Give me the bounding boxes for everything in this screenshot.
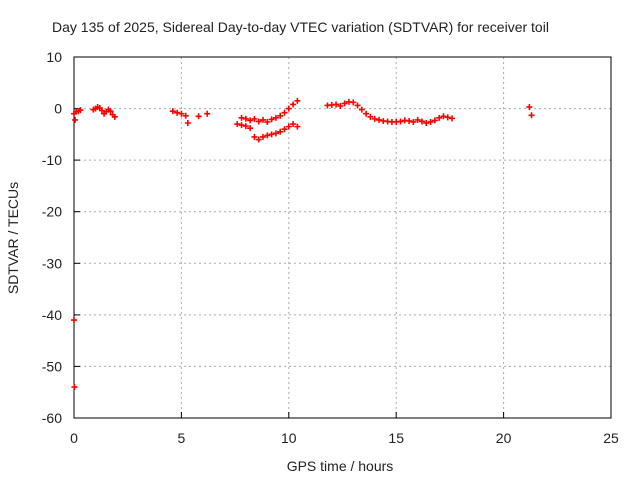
data-point — [431, 117, 438, 124]
x-tick-label-20: 20 — [496, 430, 512, 446]
y-tick-label-m10: -10 — [42, 152, 62, 168]
data-point — [285, 105, 292, 112]
data-point — [294, 123, 301, 130]
data-point — [255, 136, 262, 143]
plot-frame — [73, 56, 612, 419]
data-point — [255, 118, 262, 125]
x-tick-label-5: 5 — [178, 430, 186, 446]
data-point — [290, 121, 297, 128]
data-point — [277, 128, 284, 135]
data-point — [184, 120, 191, 127]
chart-title: Day 135 of 2025, Sidereal Day-to-day VTE… — [52, 19, 549, 35]
data-point — [427, 118, 434, 125]
x-tick-label-15: 15 — [388, 430, 404, 446]
data-point — [363, 110, 370, 117]
x-tick-labels: 0 5 10 15 20 25 — [70, 430, 619, 446]
data-point — [107, 108, 114, 115]
data-point — [264, 132, 271, 139]
data-point — [268, 131, 275, 138]
data-point — [528, 112, 535, 119]
data-point — [414, 116, 421, 123]
data-point — [281, 126, 288, 133]
data-point — [98, 107, 105, 114]
data-point — [77, 107, 84, 114]
y-tick-label-m50: -50 — [42, 358, 62, 374]
data-point — [526, 104, 533, 111]
data-point — [367, 113, 374, 120]
data-point — [174, 109, 181, 116]
y-tick-label-m30: -30 — [42, 255, 62, 271]
data-point — [371, 115, 378, 122]
data-point — [238, 122, 245, 129]
data-point — [358, 106, 365, 113]
data-point — [350, 99, 357, 106]
data-point — [242, 123, 249, 130]
x-tick-label-10: 10 — [281, 430, 297, 446]
data-point — [234, 121, 241, 128]
data-point — [71, 384, 78, 391]
data-point — [290, 101, 297, 108]
y-tick-label-m60: -60 — [42, 410, 62, 426]
data-point — [341, 100, 348, 107]
data-point — [285, 123, 292, 130]
data-point — [337, 102, 344, 109]
data-point — [410, 118, 417, 125]
data-point — [444, 114, 451, 121]
x-axis-label: GPS time / hours — [287, 458, 394, 474]
data-point — [268, 116, 275, 123]
data-point — [436, 114, 443, 121]
y-ticks — [74, 56, 80, 419]
x-tick-label-25: 25 — [603, 430, 619, 446]
data-point — [418, 118, 425, 125]
data-point — [260, 116, 267, 123]
data-point — [195, 113, 202, 120]
y-tick-label-m20: -20 — [42, 204, 62, 220]
y-tick-labels: 10 0 -10 -20 -30 -40 -50 -60 — [42, 49, 62, 426]
y-tick-label-10: 10 — [46, 49, 62, 65]
data-point — [397, 118, 404, 125]
y-tick-label-m40: -40 — [42, 307, 62, 323]
data-point — [272, 130, 279, 137]
data-point — [247, 117, 254, 124]
data-point — [182, 112, 189, 119]
data-point — [260, 133, 267, 140]
grid-lines — [74, 57, 611, 418]
data-point — [333, 101, 340, 108]
data-point — [251, 115, 258, 122]
data-point — [178, 110, 185, 117]
data-point — [72, 116, 79, 123]
data-point — [272, 114, 279, 121]
data-point — [406, 117, 413, 124]
data-point — [277, 112, 284, 119]
data-point — [251, 133, 258, 140]
data-point — [111, 113, 118, 120]
data-point — [281, 109, 288, 116]
data-point — [169, 108, 176, 115]
data-point — [376, 116, 383, 123]
data-point — [204, 110, 211, 117]
data-point — [423, 120, 430, 127]
x-tick-label-0: 0 — [70, 430, 78, 446]
data-point — [449, 115, 456, 122]
data-point — [242, 115, 249, 122]
x-ticks — [73, 412, 612, 418]
data-point — [238, 114, 245, 121]
y-axis-label: SDTVAR / TECUs — [5, 182, 21, 294]
data-point — [354, 102, 361, 109]
data-point — [440, 113, 447, 120]
data-points — [71, 97, 535, 391]
data-point — [247, 125, 254, 132]
data-point — [71, 317, 77, 324]
data-point — [264, 118, 271, 125]
data-point — [294, 97, 301, 104]
y-tick-label-0: 0 — [54, 101, 62, 117]
